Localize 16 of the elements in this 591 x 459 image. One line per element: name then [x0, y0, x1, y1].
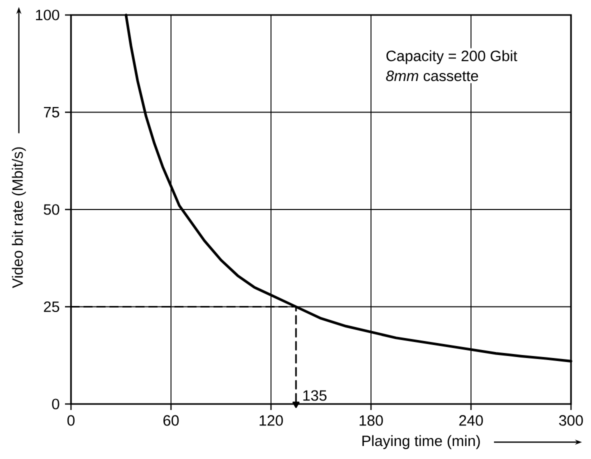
- annotation: 135: [303, 390, 327, 401]
- y-tick-label: 0: [52, 398, 60, 410]
- x-tick-label: 120: [260, 415, 283, 426]
- y-axis-title: Video bit rate (Mbit/s): [12, 147, 26, 288]
- y-tick-label: 100: [36, 10, 60, 20]
- x-tick-label: 240: [459, 415, 483, 426]
- y-tick-label: 75: [44, 107, 60, 118]
- x-tick-label: 60: [163, 415, 179, 426]
- x-tick-label: 0: [67, 415, 75, 426]
- y-tick-label: 50: [44, 204, 60, 215]
- y-tick-label: 25: [44, 301, 60, 312]
- annotation: Capacity = 200 Gbit: [386, 50, 518, 64]
- x-tick-label: 300: [559, 415, 583, 426]
- x-axis-title: Playing time (min): [362, 435, 480, 450]
- annotation: 8mm cassette: [386, 70, 478, 82]
- x-tick-label: 180: [360, 415, 383, 426]
